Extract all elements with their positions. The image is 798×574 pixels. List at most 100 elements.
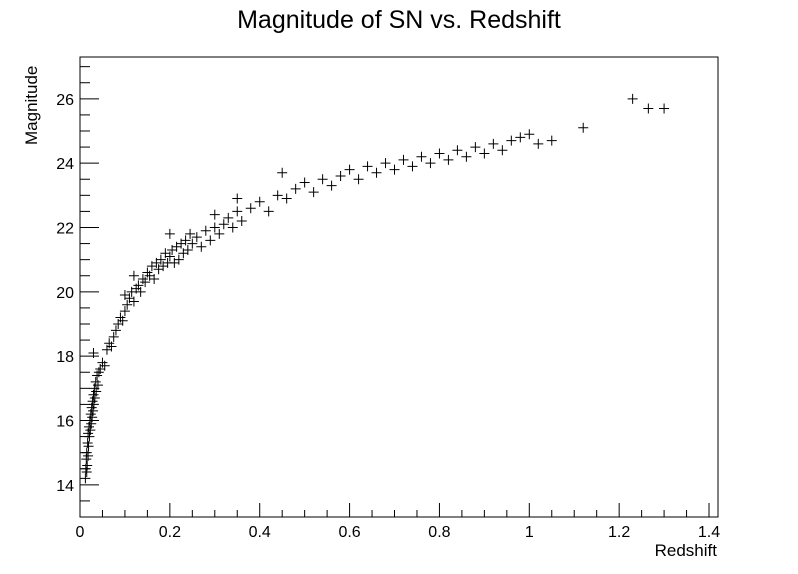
- data-point: [205, 235, 216, 246]
- data-point: [133, 280, 144, 291]
- data-point: [389, 164, 400, 175]
- y-tick-label: 24: [56, 156, 74, 173]
- data-point: [659, 103, 670, 114]
- data-point: [227, 222, 238, 233]
- data-point: [497, 145, 508, 156]
- data-point: [461, 151, 472, 162]
- y-tick-label: 16: [56, 413, 74, 430]
- data-point: [80, 473, 91, 484]
- data-point: [209, 222, 220, 233]
- data-point: [106, 341, 117, 352]
- data-point: [86, 418, 97, 429]
- data-point: [164, 228, 175, 239]
- data-point: [515, 132, 526, 143]
- data-point: [308, 187, 319, 198]
- data-point: [434, 148, 445, 159]
- data-point: [83, 441, 94, 452]
- data-point: [326, 180, 337, 191]
- x-tick-label: 0: [76, 524, 85, 541]
- data-point: [643, 103, 654, 114]
- data-point: [209, 209, 220, 220]
- data-point: [185, 228, 196, 239]
- data-point: [135, 286, 146, 297]
- data-point: [416, 151, 427, 162]
- data-point: [245, 203, 256, 214]
- data-point: [200, 225, 211, 236]
- data-point: [218, 219, 229, 230]
- data-point: [182, 245, 193, 256]
- data-point: [128, 296, 139, 307]
- data-point: [99, 360, 110, 371]
- data-point: [578, 122, 589, 133]
- data-point: [88, 405, 99, 416]
- data-point: [398, 154, 409, 165]
- y-tick-label: 18: [56, 349, 74, 366]
- x-tick-label: 1.4: [698, 524, 720, 541]
- data-point: [122, 299, 133, 310]
- x-tick-label: 0.6: [338, 524, 360, 541]
- chart-title: Magnitude of SN vs. Redshift: [237, 6, 561, 34]
- data-point: [223, 212, 234, 223]
- x-axis: 0 0.2 0.4 0.6 0.8 1 1.2 1.4: [76, 503, 720, 541]
- data-point: [87, 412, 98, 423]
- data-point: [84, 431, 95, 442]
- data-point: [488, 138, 499, 149]
- data-point: [425, 158, 436, 169]
- data-point: [380, 158, 391, 169]
- data-point: [371, 167, 382, 178]
- data-point: [92, 380, 103, 391]
- data-point: [281, 193, 292, 204]
- plot-frame: [79, 56, 719, 518]
- data-point: [254, 196, 265, 207]
- data-point: [272, 190, 283, 201]
- data-point: [344, 164, 355, 175]
- data-point: [191, 232, 202, 243]
- y-tick-label: 26: [56, 92, 74, 109]
- data-point: [277, 167, 288, 178]
- data-point: [214, 228, 225, 239]
- data-point: [353, 174, 364, 185]
- data-point: [149, 273, 160, 284]
- data-point: [82, 460, 93, 471]
- data-point: [155, 254, 166, 265]
- data-point: [533, 138, 544, 149]
- x-tick-label: 0.2: [159, 524, 181, 541]
- data-point: [232, 206, 243, 217]
- y-tick-label: 22: [56, 220, 74, 237]
- data-point: [335, 171, 346, 182]
- data-point: [91, 386, 102, 397]
- data-point: [85, 425, 96, 436]
- data-point: [88, 399, 99, 410]
- data-point: [479, 148, 490, 159]
- data-point: [88, 347, 99, 358]
- y-axis: 14 16 18 20 22 24 26: [56, 66, 99, 518]
- data-point: [108, 331, 119, 342]
- data-point: [119, 306, 130, 317]
- data-point: [470, 142, 481, 153]
- y-tick-label: 14: [56, 478, 74, 495]
- data-point: [524, 129, 535, 140]
- x-tick-label: 1.2: [608, 524, 630, 541]
- x-tick-label: 1: [525, 524, 534, 541]
- x-tick-label: 0.4: [249, 524, 271, 541]
- data-point: [627, 93, 638, 104]
- data-point: [362, 161, 373, 172]
- data-point: [236, 216, 247, 227]
- data-point: [128, 270, 139, 281]
- data-point: [452, 145, 463, 156]
- data-point: [187, 238, 198, 249]
- data-point: [180, 235, 191, 246]
- data-point: [299, 177, 310, 188]
- data-point: [117, 315, 128, 326]
- data-point: [407, 161, 418, 172]
- data-point: [290, 183, 301, 194]
- data-points: [80, 93, 670, 484]
- y-axis-label: Magnitude: [22, 66, 41, 145]
- data-point: [164, 251, 175, 262]
- data-point: [263, 206, 274, 217]
- data-point: [317, 174, 328, 185]
- data-point: [443, 154, 454, 165]
- data-point: [110, 325, 121, 336]
- data-point: [506, 135, 517, 146]
